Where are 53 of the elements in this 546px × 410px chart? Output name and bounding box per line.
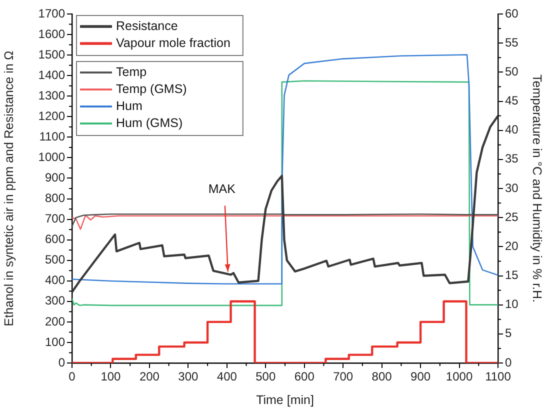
y-tick-label: 1200 [38, 108, 66, 123]
y2-tick-label: 45 [505, 94, 519, 108]
y2-tick-label: 0 [505, 355, 512, 370]
y-tick-label: 700 [44, 212, 66, 226]
y2-tick-label: 15 [505, 268, 519, 282]
x-tick-label: 300 [178, 370, 199, 384]
x-tick-label: 0 [68, 370, 76, 384]
y-tick-label: 900 [44, 170, 66, 185]
y-tick-label: 400 [44, 273, 66, 288]
y-tick-label: 0 [58, 355, 66, 370]
y-tick-label: 100 [44, 334, 66, 349]
y2-tick-label: 60 [505, 6, 519, 20]
x-axis-title: Time [min] [256, 392, 314, 407]
y-tick-label: 500 [44, 252, 66, 267]
y2-tick-label: 30 [505, 180, 519, 195]
x-tick-label: 1100 [485, 370, 512, 384]
y-tick-label: 600 [44, 232, 66, 246]
y-tick-label: 1700 [38, 6, 66, 20]
y2-axis-title: Temperature in °C and Humidity in % r.H. [530, 74, 544, 303]
y2-tick-label: 50 [505, 64, 519, 78]
legend-label: Temp (GMS) [116, 82, 187, 96]
legend-label: Vapour mole fraction [116, 36, 230, 50]
y2-tick-label: 40 [505, 122, 519, 137]
x-tick-label: 400 [216, 370, 238, 384]
x-tick-label: 900 [410, 370, 431, 384]
legend-label: Hum (GMS) [116, 116, 183, 130]
y2-tick-label: 35 [505, 152, 519, 166]
x-tick-label: 700 [333, 370, 354, 384]
x-tick-label: 800 [372, 370, 392, 384]
y-tick-label: 1100 [39, 129, 66, 144]
y-tick-label: 1000 [38, 150, 66, 164]
y-tick-label: 300 [44, 294, 66, 308]
y-tick-label: 1400 [38, 68, 66, 82]
legend-label: Hum [116, 98, 142, 113]
y-tick-label: 1500 [38, 47, 66, 62]
y2-tick-label: 20 [505, 238, 519, 253]
y-tick-label: 1300 [38, 88, 66, 102]
x-tick-label: 100 [100, 370, 122, 384]
y-tick-label: 200 [44, 314, 66, 328]
x-tick-label: 200 [139, 370, 160, 384]
y2-tick-label: 55 [505, 35, 519, 50]
y-tick-label: 800 [44, 191, 66, 206]
y2-tick-label: 25 [505, 210, 519, 224]
legend-label: Resistance [116, 18, 178, 33]
y2-tick-label: 10 [505, 297, 519, 312]
x-tick-label: 600 [294, 370, 315, 384]
annotation: MAK [208, 182, 236, 196]
x-tick-label: 1000 [446, 370, 473, 384]
legend-label: Temp [116, 64, 147, 79]
y2-tick-label: 5 [505, 326, 512, 340]
y-tick-label: 1600 [38, 26, 66, 41]
x-tick-label: 500 [256, 370, 276, 384]
y-axis-title: Ethanol in syntetic air in ppm and Resistance in Ω [2, 50, 16, 326]
